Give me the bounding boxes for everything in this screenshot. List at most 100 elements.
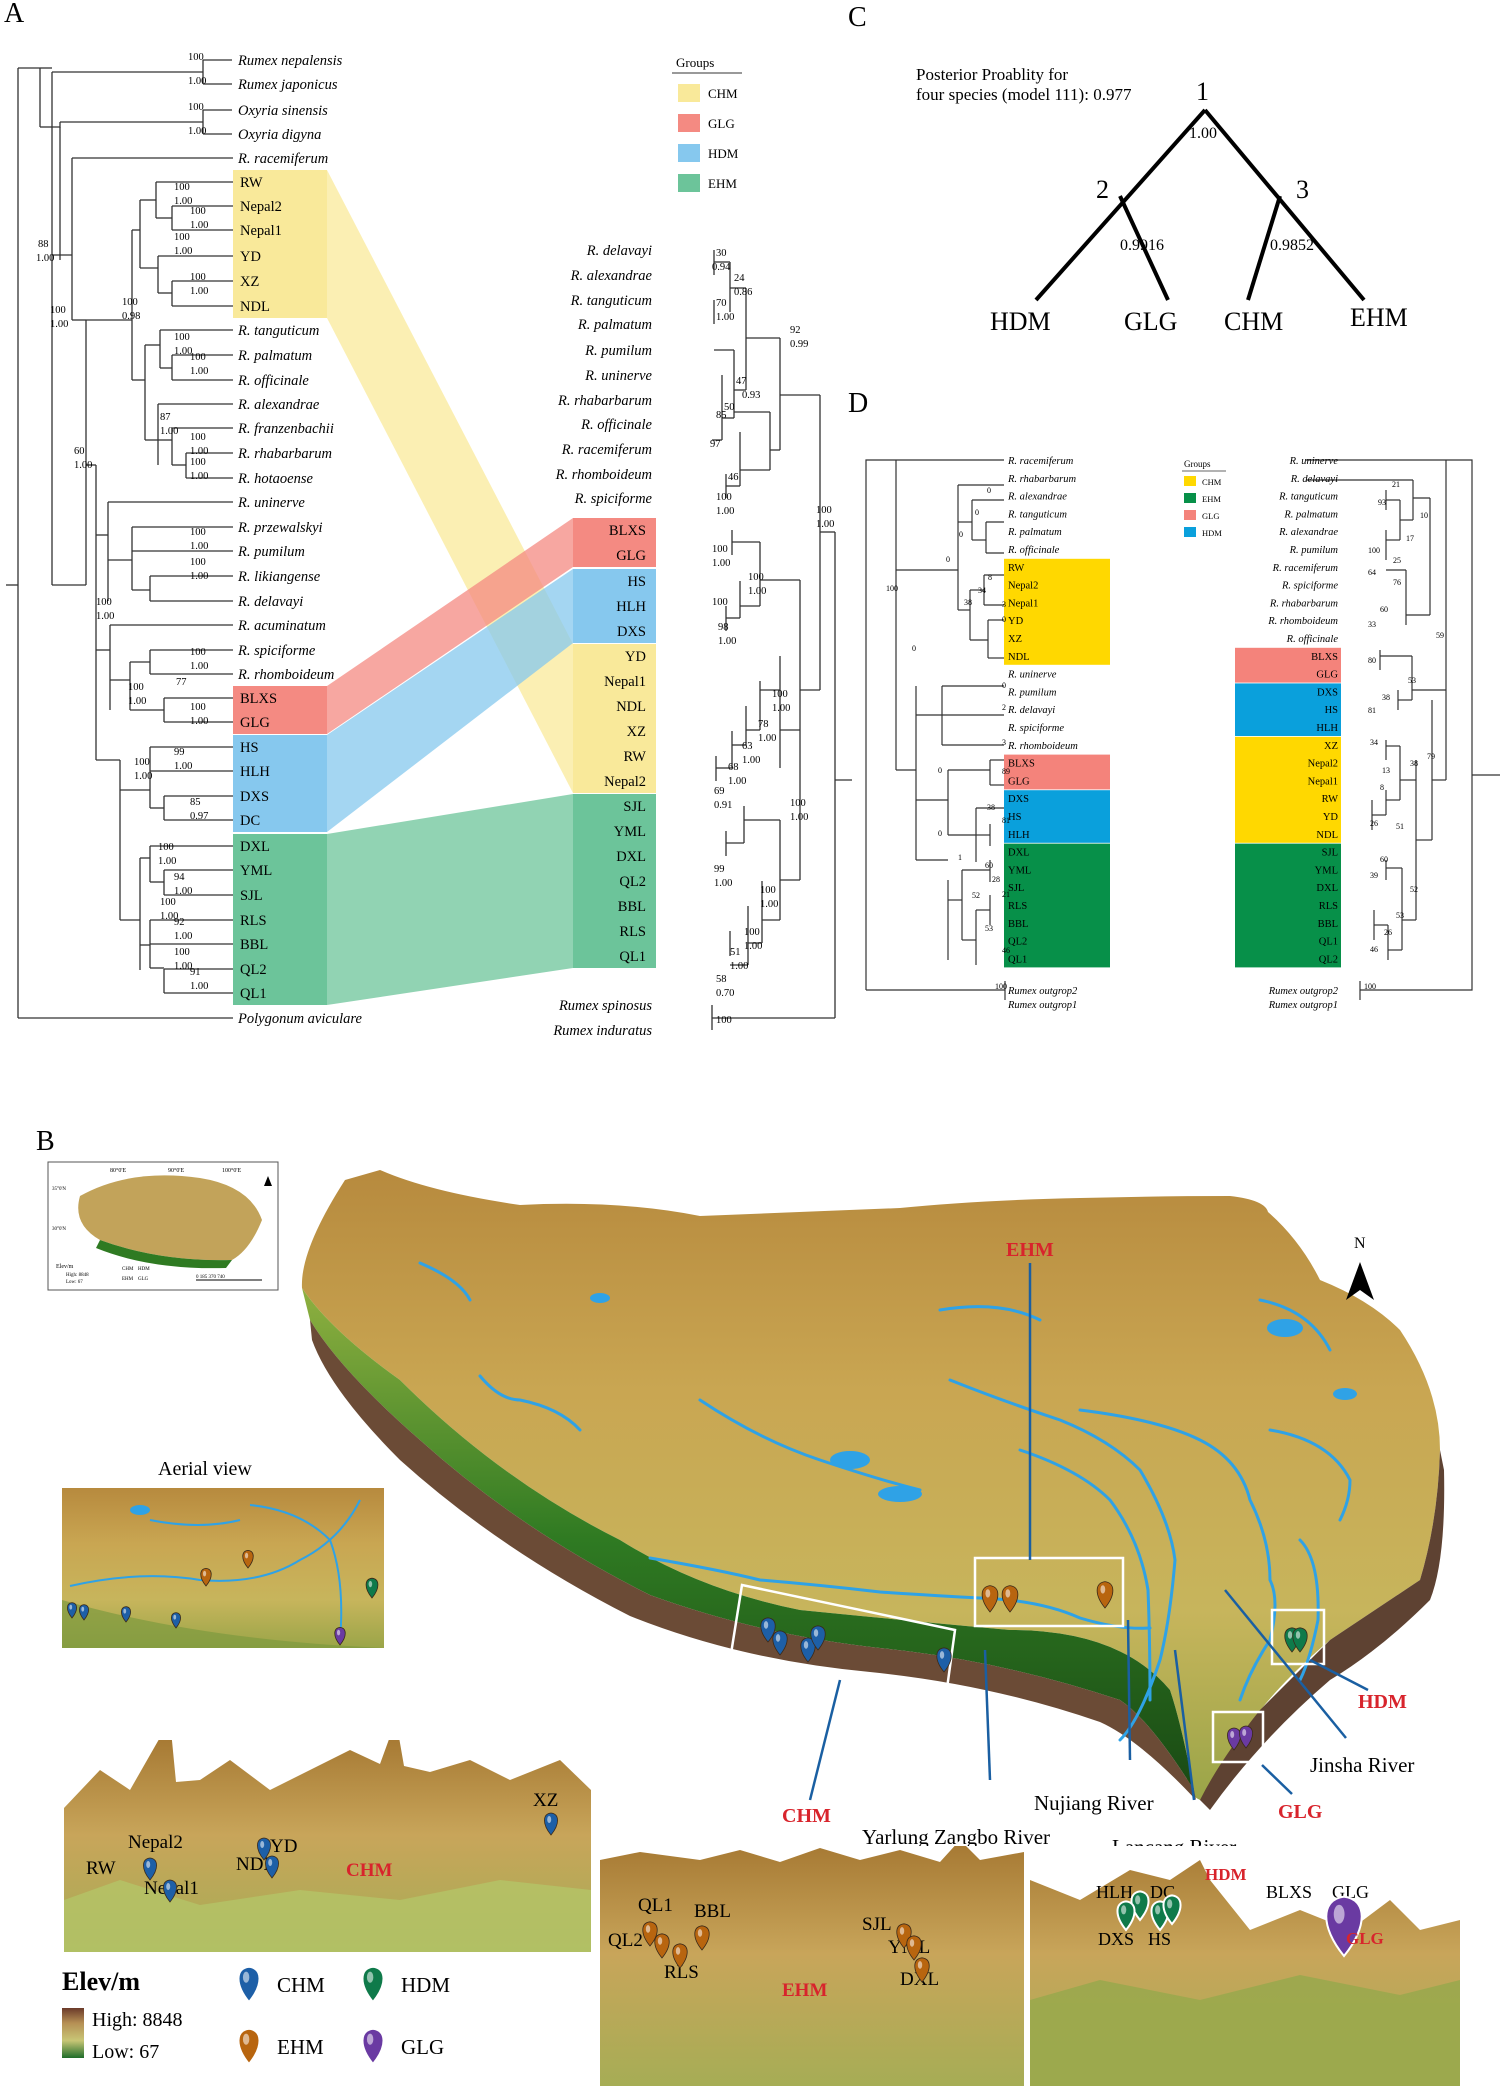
right-support-value: 100	[712, 544, 728, 555]
band-glg	[327, 518, 573, 734]
right-support-value: 100	[772, 689, 788, 700]
mini-overview-map: 80°0'E 90°0'E 100°0'E 35°0'N 30°0'N Elev…	[47, 1161, 279, 1291]
left-tip-bbl: BBL	[240, 937, 268, 953]
left-tip-ql2: QL2	[240, 962, 267, 978]
d-left-tip-ndl: NDL	[1008, 652, 1030, 663]
d-right-support-value: 76	[1393, 578, 1401, 587]
mini-lon-1: 80°0'E	[110, 1167, 126, 1174]
d-left-tip-rls: RLS	[1008, 901, 1027, 912]
left-support-value: 100	[188, 52, 204, 63]
d-right-support-value: 21	[1392, 480, 1400, 489]
node-3-pp: 0.9852	[1270, 237, 1314, 254]
d-right-support-value: 10	[1420, 511, 1428, 520]
left-support-value: 100	[190, 647, 206, 658]
right-tip-xz: XZ	[627, 724, 646, 740]
hdm-inset-group: HDM	[1205, 1865, 1247, 1884]
left-support-value: 1.00	[188, 76, 206, 87]
left-support-value: 77	[176, 677, 187, 688]
left-support-value: 100	[134, 757, 150, 768]
left-support-value: 1.00	[190, 541, 208, 552]
right-support-value: 0.70	[716, 988, 734, 999]
left-tip-r-rhabarbarum: R. rhabarbarum	[237, 446, 332, 462]
d-left-support-value: 60	[985, 861, 993, 870]
right-support-value: 70	[716, 298, 727, 309]
posterior-caption-line2: four species (model 111): 0.977	[916, 85, 1132, 104]
right-tip-r-rhomboideum: R. rhomboideum	[555, 467, 652, 483]
right-tip-hlh: HLH	[616, 599, 646, 615]
left-tip-hs: HS	[240, 740, 259, 756]
chm-inset-pin-icon	[544, 1812, 558, 1836]
d-right-box-hdm	[1235, 683, 1341, 736]
left-tip-yd: YD	[240, 249, 261, 265]
d-right-support-value: 64	[1368, 568, 1376, 577]
leaf-chm: CHM	[1224, 307, 1283, 336]
left-support-value: 1.00	[160, 426, 178, 437]
main-map-pins	[760, 1581, 1308, 1751]
legend-label-chm: CHM	[708, 86, 738, 101]
d-right-tip-glg: GLG	[1316, 670, 1338, 681]
right-tip-dxl: DXL	[616, 849, 646, 865]
d-left-support-value: 0	[912, 644, 916, 653]
mini-elev-low: Low: 67	[66, 1280, 83, 1285]
hdm-pin-icon	[1292, 1627, 1308, 1653]
d-left-tip-r-alexandrae: R. alexandrae	[1007, 492, 1067, 503]
right-box-hdm	[573, 569, 656, 643]
right-support-value: 100	[716, 492, 732, 503]
left-support-value: 1.00	[190, 571, 208, 582]
left-support-value: 100	[190, 272, 206, 283]
d-left-box-ehm	[1004, 843, 1110, 968]
d-left-tip-glg: GLG	[1008, 776, 1030, 787]
left-tip-dxl: DXL	[240, 839, 270, 855]
aerial-hdm-pin-icon	[365, 1577, 379, 1599]
left-support-value: 1.00	[190, 366, 208, 377]
terrain-3d-map: N EHM CHM HDM GLG Yarlung Zangbo River N…	[301, 1170, 1445, 1859]
d-right-tip-r-rhabarbarum: R. rhabarbarum	[1269, 598, 1338, 609]
species-tree-branches	[1034, 108, 1366, 302]
chm-inset-group: CHM	[346, 1860, 393, 1881]
left-support-value: 100	[190, 557, 206, 568]
d-right-support-value: 33	[1368, 620, 1376, 629]
aerial-chm-pin-icon	[67, 1602, 77, 1619]
aerial-chm-pin-icon	[121, 1606, 131, 1623]
panel-d-tree-comparison: R. racemiferum R. rhabarbarum R. alexandra…	[865, 456, 1500, 1011]
callout-lines	[808, 1263, 1369, 1801]
d-right-tip-r-rhomboideum: R. rhomboideum	[1267, 616, 1338, 627]
d-right-support-value: 17	[1406, 534, 1414, 543]
hdm-inset-pin-icon	[1130, 1890, 1150, 1922]
left-tip-dxs: DXS	[240, 789, 269, 805]
right-support-value: 1.00	[714, 878, 732, 889]
legend-swatch-chm	[678, 84, 700, 102]
left-support-value: 100	[190, 206, 206, 217]
left-support-value: 1.00	[190, 286, 208, 297]
right-support-value: 100	[744, 927, 760, 938]
d-left-tip-r-delavayi: R. delavayi	[1007, 705, 1055, 716]
right-support-value: 100	[816, 505, 832, 516]
d-right-tip-bbl: BBL	[1318, 919, 1338, 930]
right-support-value: 1.00	[718, 636, 736, 647]
glg-pin-icon	[1239, 1725, 1253, 1749]
left-tip-hlh: HLH	[240, 764, 270, 780]
d-right-tree	[1306, 459, 1500, 1000]
left-tip-yml: YML	[240, 863, 272, 879]
left-support-value: 1.00	[190, 661, 208, 672]
right-support-value: 30	[716, 248, 727, 259]
right-box-ehm	[573, 794, 656, 968]
d-left-tip-hlh: HLH	[1008, 830, 1030, 841]
right-support-value: 58	[716, 974, 727, 985]
d-right-box-ehm	[1235, 843, 1341, 968]
left-box-chm	[233, 170, 327, 318]
mini-lat-1: 35°0'N	[52, 1187, 66, 1192]
d-right-tip-r-palmatum: R. palmatum	[1283, 509, 1338, 520]
chm-pin-icon	[760, 1617, 776, 1643]
legend-title: Groups	[676, 55, 714, 70]
left-tip-rumex-japonicus: Rumex japonicus	[237, 77, 338, 93]
d-left-tip-dxs: DXS	[1008, 794, 1029, 805]
left-support-value: 1.00	[174, 761, 192, 772]
d-right-support-value: 93	[1378, 498, 1386, 507]
left-tip-ndl: NDL	[240, 299, 270, 315]
d-right-tip-sjl: SJL	[1322, 848, 1338, 859]
left-box-glg	[233, 686, 327, 734]
right-support-value: 100	[712, 597, 728, 608]
d-right-support-value: 39	[1370, 871, 1378, 880]
d-group-boxes	[1004, 558, 1341, 968]
